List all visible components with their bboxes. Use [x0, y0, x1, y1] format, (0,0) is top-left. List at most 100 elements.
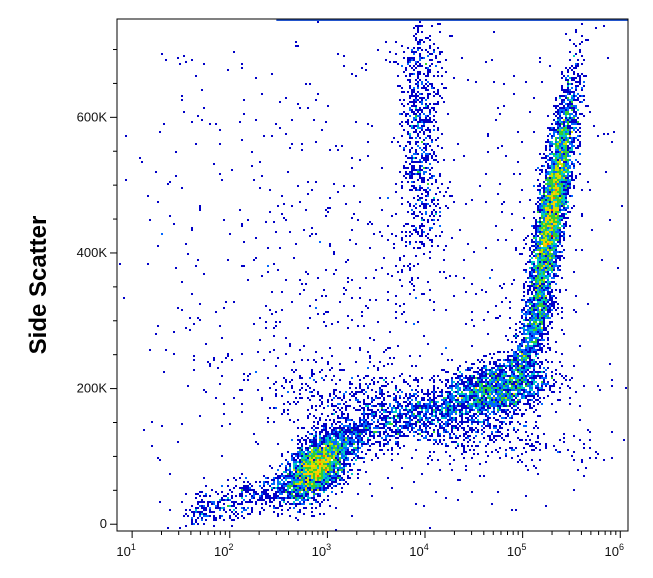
data-point [499, 359, 501, 361]
data-point [481, 429, 483, 431]
data-point [335, 479, 337, 481]
data-point [421, 83, 423, 85]
data-point [533, 375, 535, 377]
data-point [403, 303, 405, 305]
data-point [303, 499, 305, 501]
data-point [535, 313, 537, 315]
data-point [229, 233, 231, 235]
data-point [551, 297, 553, 299]
data-point [307, 479, 309, 481]
data-point [311, 453, 313, 455]
data-point [403, 265, 405, 267]
data-point [467, 407, 469, 409]
data-point [441, 389, 443, 391]
data-point [347, 463, 349, 465]
data-point [301, 443, 303, 445]
data-point [531, 375, 533, 377]
data-point [507, 391, 509, 393]
data-point [345, 443, 347, 445]
data-point [487, 385, 489, 387]
data-point [351, 419, 353, 421]
data-point [465, 411, 467, 413]
data-point [403, 147, 405, 149]
data-point [491, 369, 493, 371]
data-point [283, 409, 285, 411]
data-point [559, 223, 561, 225]
data-point [499, 377, 501, 379]
data-point [503, 377, 505, 379]
data-point [469, 385, 471, 387]
data-point [313, 485, 315, 487]
data-point [341, 441, 343, 443]
data-point [317, 93, 319, 95]
data-point [367, 155, 369, 157]
data-point [287, 391, 289, 393]
data-point [473, 441, 475, 443]
data-point [575, 391, 577, 393]
data-point [277, 477, 279, 479]
data-point [261, 497, 263, 499]
data-point [521, 389, 523, 391]
data-point [565, 169, 567, 171]
data-point [561, 127, 563, 129]
data-point [567, 123, 569, 125]
data-point [333, 409, 335, 411]
data-point [537, 227, 539, 229]
data-point [567, 187, 569, 189]
data-point [563, 153, 565, 155]
data-point [319, 487, 321, 489]
data-point [539, 277, 541, 279]
data-point [385, 349, 387, 351]
data-point [541, 279, 543, 281]
data-point [425, 427, 427, 429]
data-point [565, 89, 567, 91]
data-point [285, 379, 287, 381]
data-point [327, 451, 329, 453]
data-point [489, 437, 491, 439]
data-point [573, 435, 575, 437]
data-point [419, 127, 421, 129]
data-point [437, 103, 439, 105]
data-point [405, 417, 407, 419]
data-point [565, 139, 567, 141]
data-point [249, 373, 251, 375]
data-point [349, 399, 351, 401]
data-point [323, 467, 325, 469]
data-point [507, 415, 509, 417]
data-point [423, 253, 425, 255]
data-point [503, 383, 505, 385]
data-point [549, 247, 551, 249]
data-point [311, 485, 313, 487]
data-point [337, 477, 339, 479]
data-point [539, 249, 541, 251]
data-point [537, 259, 539, 261]
data-point [327, 363, 329, 365]
data-point [579, 163, 581, 165]
data-point [557, 131, 559, 133]
data-point [331, 367, 333, 369]
data-point [567, 193, 569, 195]
data-point [307, 497, 309, 499]
data-point [555, 115, 557, 117]
data-point [315, 475, 317, 477]
data-point [265, 321, 267, 323]
data-point [563, 159, 565, 161]
data-point [539, 281, 541, 283]
data-point [545, 285, 547, 287]
data-point [435, 103, 437, 105]
data-point [543, 295, 545, 297]
data-point [405, 393, 407, 395]
data-point [303, 471, 305, 473]
data-point [493, 437, 495, 439]
data-point [559, 183, 561, 185]
data-point [467, 445, 469, 447]
data-point [357, 427, 359, 429]
data-point [291, 483, 293, 485]
data-point [321, 437, 323, 439]
data-point [477, 419, 479, 421]
data-point [331, 403, 333, 405]
data-point [565, 199, 567, 201]
data-point [545, 161, 547, 163]
data-point [551, 199, 553, 201]
data-point [265, 489, 267, 491]
